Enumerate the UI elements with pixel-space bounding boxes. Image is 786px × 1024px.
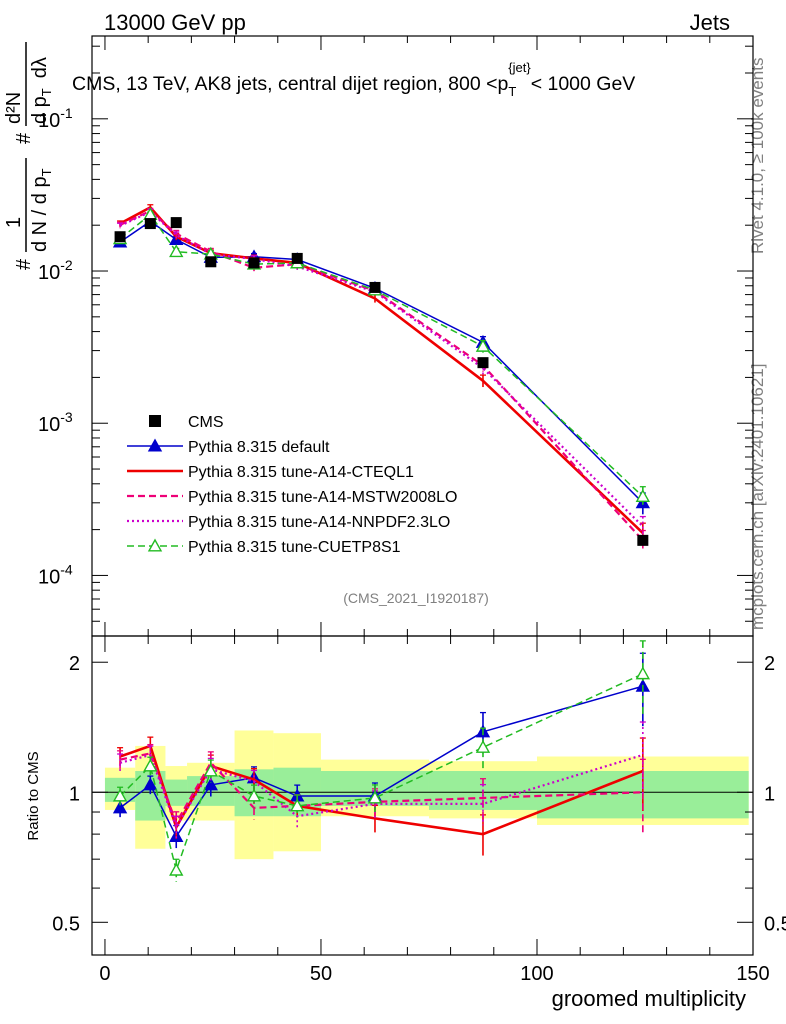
header-energy: 13000 GeV pp xyxy=(104,10,246,35)
ratio-xtick-label: 0 xyxy=(99,963,110,985)
chart-title-tail: < 1000 GeV xyxy=(531,73,636,95)
header-category: Jets xyxy=(690,10,730,35)
cms-data-point xyxy=(170,217,182,229)
ratio-ytick-label: 1 xyxy=(69,783,80,805)
main-ytick-exp: -3 xyxy=(60,409,73,425)
ratio-point-cuetp8s1 xyxy=(475,739,491,753)
main-ytick-base: 10 xyxy=(38,414,60,436)
ylabel-hash-2: # xyxy=(13,132,35,144)
cms-data-point xyxy=(248,257,260,269)
main-point-cuetp8s1 xyxy=(169,244,184,258)
ratio-ytick-label: 0.5 xyxy=(52,913,80,935)
chart-title-main: CMS, 13 TeV, AK8 jets, central dijet reg… xyxy=(72,73,508,95)
main-point-cuetp8s1 xyxy=(635,489,651,503)
cms-data-point xyxy=(144,218,156,230)
main-panel-axes: 10-110-210-310-4 xyxy=(38,35,754,637)
cms-data-point xyxy=(114,231,126,243)
ratio-ylabel: Ratio to CMS xyxy=(25,751,42,840)
main-ytick-base: 10 xyxy=(38,110,60,132)
chart-title: CMS, 13 TeV, AK8 jets, central dijet reg… xyxy=(72,60,635,99)
rivet-version: Rivet 4.1.0, ≥ 100k events xyxy=(748,58,767,254)
ratio-xtick-label: 100 xyxy=(520,963,553,985)
ratio-point-cuetp8s1 xyxy=(367,790,383,804)
ratio-point-default xyxy=(143,777,158,791)
main-line-cuetp8s1 xyxy=(119,213,644,498)
cms-data-point xyxy=(369,281,381,293)
ratio-ytick-label-right: 0.5 xyxy=(764,913,786,935)
cms-data-point xyxy=(291,252,303,264)
legend-marker-cms xyxy=(149,415,161,427)
ratio-panel-series xyxy=(112,640,651,882)
x-axis-label: groomed multiplicity xyxy=(552,986,746,1011)
analysis-id: (CMS_2021_I1920187) xyxy=(343,590,489,606)
main-ylabel: # 1 d N / d pT # d²N d pTdλ xyxy=(3,42,54,270)
ratio-point-default xyxy=(203,777,218,791)
main-line-mstw xyxy=(119,209,644,542)
legend-label-cuetp8s1: Pythia 8.315 tune-CUETP8S1 xyxy=(188,539,401,556)
main-ytick-exp: -4 xyxy=(60,561,73,577)
ratio-point-cuetp8s1 xyxy=(112,788,128,802)
legend-label-default: Pythia 8.315 default xyxy=(188,439,330,456)
main-ytick-label: 10-1 xyxy=(38,105,73,132)
ratio-xtick-label: 150 xyxy=(736,963,769,985)
legend-marker-default xyxy=(147,438,163,452)
main-line-cteql1 xyxy=(119,205,644,534)
main-point-cuetp8s1 xyxy=(475,338,491,352)
main-ytick-label: 10-2 xyxy=(38,257,73,284)
chart-title-sup: {jet} xyxy=(508,60,531,75)
ylabel-dn-sub: T xyxy=(39,168,54,176)
ylabel-dp-sub: T xyxy=(39,88,54,96)
ratio-frame xyxy=(91,635,754,956)
cms-data-point xyxy=(205,256,217,268)
cms-data-point xyxy=(637,534,649,546)
legend-label-nnpdf: Pythia 8.315 tune-A14-NNPDF2.3LO xyxy=(188,514,450,531)
cms-data-point xyxy=(477,357,489,369)
ratio-ytick-label: 2 xyxy=(69,653,80,675)
ylabel-dl: dλ xyxy=(29,57,51,78)
main-ytick-base: 10 xyxy=(38,566,60,588)
main-panel-series xyxy=(112,204,651,552)
ratio-point-cuetp8s1 xyxy=(246,788,262,802)
chart-title-sub: T xyxy=(508,84,516,99)
ratio-point-default xyxy=(112,800,128,814)
ratio-point-cuetp8s1 xyxy=(635,666,651,680)
ylabel-dn-dpt: d N / d pT xyxy=(29,168,54,252)
legend-label-mstw: Pythia 8.315 tune-A14-MSTW2008LO xyxy=(188,489,457,506)
ylabel-dp: d p xyxy=(29,96,51,124)
ylabel-dp-dl: d pTdλ xyxy=(29,57,54,124)
ratio-point-cuetp8s1 xyxy=(143,758,158,772)
ratio-ytick-label-right: 2 xyxy=(764,653,775,675)
main-ytick-base: 10 xyxy=(38,262,60,284)
ratio-point-cuetp8s1 xyxy=(169,862,184,876)
ratio-ytick-label-right: 1 xyxy=(764,783,775,805)
ratio-xtick-label: 50 xyxy=(310,963,332,985)
main-ytick-exp: -1 xyxy=(60,105,73,121)
ratio-line-mstw xyxy=(119,752,643,826)
main-line-default xyxy=(119,220,644,504)
ratio-line-cuetp8s1 xyxy=(119,673,644,873)
ylabel-one: 1 xyxy=(3,217,25,228)
ratio-point-cuetp8s1 xyxy=(203,763,218,777)
main-ytick-exp: -2 xyxy=(60,257,73,273)
main-ytick-label: 10-4 xyxy=(38,561,73,588)
ylabel-d2n: d²N xyxy=(3,92,25,124)
legend: CMS Pythia 8.315 default Pythia 8.315 tune… xyxy=(127,414,457,556)
ylabel-dn: d N / d p xyxy=(29,176,51,252)
legend-label-cteql1: Pythia 8.315 tune-A14-CTEQL1 xyxy=(188,464,414,481)
ratio-point-cuetp8s1 xyxy=(290,798,305,812)
legend-label-cms: CMS xyxy=(188,414,224,431)
ratio-panel-axes: 2 2 1 1 0.5 0.5 0 50 100 150 xyxy=(52,635,786,985)
legend-marker-cuetp8s1 xyxy=(147,538,163,552)
main-ytick-label: 10-3 xyxy=(38,409,73,436)
ylabel-hash-1: # xyxy=(13,258,35,270)
